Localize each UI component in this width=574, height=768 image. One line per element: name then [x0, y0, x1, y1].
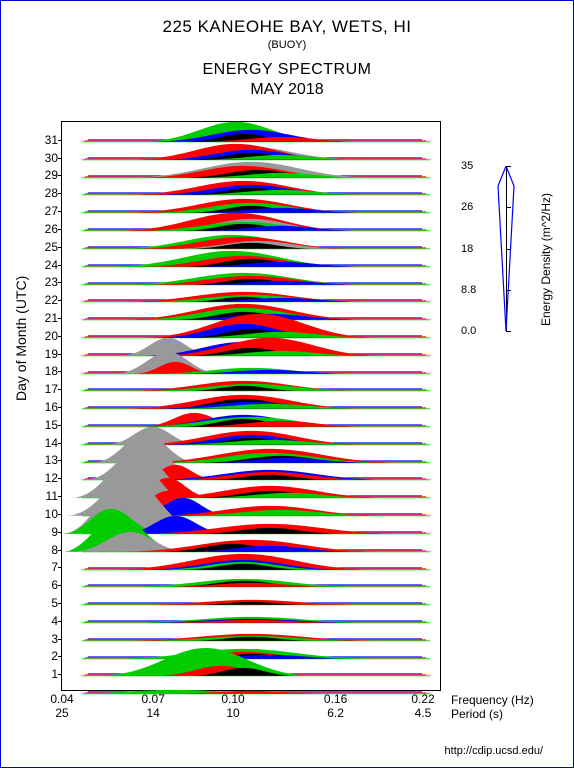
legend-label: Energy Density (m^2/Hz) [539, 193, 553, 326]
x-tick-period: 25 [55, 706, 68, 720]
chart-container: 225 KANEOHE BAY, WETS, HI (BUOY) ENERGY … [0, 0, 574, 768]
x-tick-period: 14 [147, 706, 160, 720]
x-axis-label-period: Period (s) [451, 707, 503, 721]
legend: 0.08.8182635 Energy Density (m^2/Hz) [461, 166, 541, 331]
plot-area: 1234567891011121314151617181920212223242… [61, 121, 441, 691]
legend-tick: 35 [461, 160, 473, 172]
footer-url: http://cdip.ucsd.edu/ [445, 745, 543, 757]
legend-tick: 18 [461, 243, 473, 255]
legend-tick: 26 [461, 201, 473, 213]
title-main: 225 KANEOHE BAY, WETS, HI [1, 17, 573, 37]
x-tick-period: 10 [226, 706, 239, 720]
legend-tick: 8.8 [461, 284, 476, 296]
ridge-row [62, 674, 440, 696]
x-axis-label-freq: Frequency (Hz) [451, 693, 534, 707]
title-sub: (BUOY) [1, 39, 573, 51]
legend-tick: 0.0 [461, 325, 476, 337]
x-tick-period: 4.5 [415, 706, 432, 720]
y-axis-label: Day of Month (UTC) [13, 276, 29, 401]
x-tick-period: 6.2 [327, 706, 344, 720]
